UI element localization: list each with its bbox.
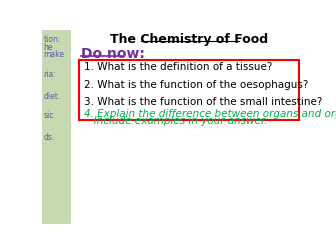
Text: make: make (44, 50, 65, 59)
Text: ds.: ds. (44, 133, 55, 142)
Text: 4. Explain the difference between organs and organ sys...: 4. Explain the difference between organs… (84, 109, 336, 119)
Text: ria:: ria: (44, 70, 56, 79)
Text: diet.: diet. (44, 92, 61, 101)
Text: Do now:: Do now: (81, 47, 144, 61)
Text: he: he (44, 43, 53, 52)
Text: 1. What is the definition of a tissue?: 1. What is the definition of a tissue? (84, 62, 272, 72)
Text: tion:: tion: (44, 35, 61, 44)
Text: Include examples in your answer.: Include examples in your answer. (84, 116, 267, 126)
Bar (42, 30, 72, 224)
Text: The Chemistry of Food: The Chemistry of Food (110, 33, 268, 46)
Text: sic: sic (44, 111, 54, 120)
Bar (79, 59, 299, 119)
Text: 2. What is the function of the oesophagus?: 2. What is the function of the oesophagu… (84, 80, 308, 89)
Text: 3. What is the function of the small intestine?: 3. What is the function of the small int… (84, 97, 322, 107)
